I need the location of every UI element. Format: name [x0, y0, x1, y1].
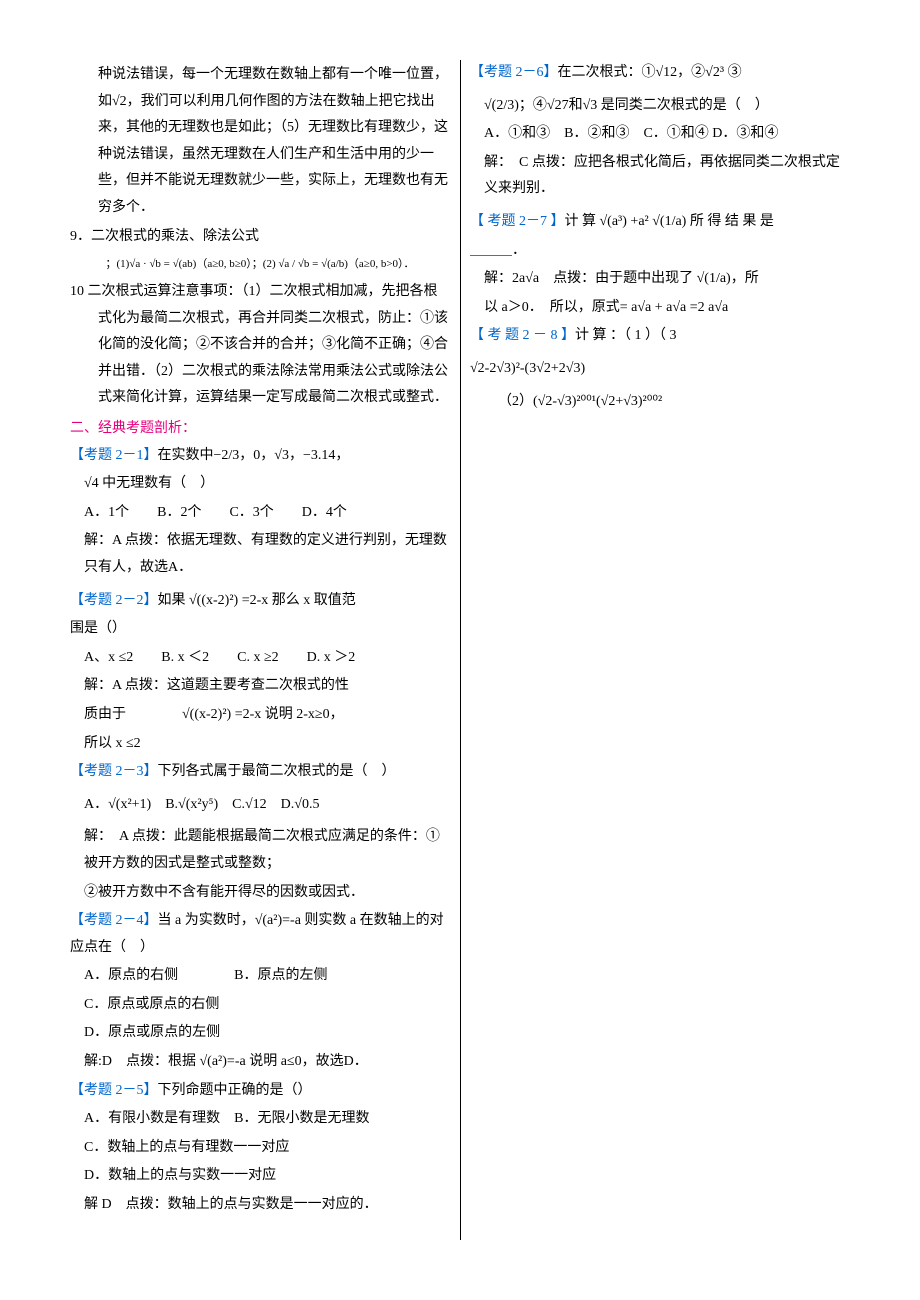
q4-opt-c: C．原点或原点的右侧	[70, 992, 450, 1019]
q2-text-a: 如果 √((x-2)²) =2-x 那么 x 取值范	[158, 593, 356, 608]
q4-answer: 解:D 点拨：根据 √(a²)=-a 说明 a≤0，故选D．	[70, 1049, 450, 1076]
q3-answer: 解： A 点拨：此题能根据最简二次根式应满足的条件：①被开方数的因式是整式或整数…	[70, 824, 450, 877]
q1-text-a: 在实数中−2/3，0，√3，−3.14，	[158, 448, 350, 463]
q8-tag: 【 考 题 2 － 8 】	[470, 328, 575, 343]
q5-stem: 【考题 2－5】下列命题中正确的是（）	[70, 1078, 450, 1105]
q7-text-a: 计 算 √(a³) +a² √(1/a) 所 得 结 果 是	[565, 214, 774, 229]
q5-answer: 解 D 点拨：数轴上的点与实数是一一对应的．	[70, 1192, 450, 1219]
q5-opt-d: D．数轴上的点与实数一一对应	[70, 1163, 450, 1190]
q8-stem-line1: 【 考 题 2 － 8 】计 算 ：（ 1 ）（ 3	[470, 323, 850, 350]
q6-stem-line1: 【考题 2－6】在二次根式：①√12，②√2³ ③	[470, 60, 850, 87]
q4-opt-a: A．原点的右侧	[84, 968, 178, 983]
q2-answer-3: 所以 x ≤2	[70, 731, 450, 758]
para-8-continued: 种说法错误，每一个无理数在数轴上都有一个唯一位置，如√2，我们可以利用几何作图的…	[70, 62, 450, 222]
para-9-heading: 9．二次根式的乘法、除法公式	[70, 224, 450, 251]
q6-options: A．①和③ B．②和③ C．①和④ D．③和④	[470, 121, 850, 148]
q4-tag: 【考题 2－4】	[70, 913, 158, 928]
para-10: 10 二次根式运算注意事项：（1）二次根式相加减，先把各根式化为最简二次根式，再…	[70, 279, 450, 412]
section-2-heading: 二、经典考题剖析：	[70, 414, 450, 441]
q6-text-a: 在二次根式：①√12，②√2³ ③	[558, 65, 742, 80]
q8-stem-line2: √2-2√3)²-(3√2+2√3)	[470, 356, 850, 383]
q6-answer: 解： C 点拨：应把各根式化简后，再依据同类二次根式定义来判别．	[470, 150, 850, 203]
q7-tag: 【 考题 2－7 】	[470, 214, 565, 229]
q4-options-ab: A．原点的右侧 B．原点的左侧	[70, 963, 450, 990]
q1-stem-line1: 【考题 2－1】在实数中−2/3，0，√3，−3.14，	[70, 443, 450, 470]
q8-part2: （2）(√2-√3)²⁰⁰¹(√2+√3)²⁰⁰²	[470, 389, 850, 416]
q5-opt-c: C．数轴上的点与有理数一一对应	[70, 1135, 450, 1162]
q8-text-a: 计 算 ：（ 1 ）（ 3	[575, 328, 677, 343]
q7-blank: ＿＿＿．	[470, 238, 850, 265]
q1-tag: 【考题 2－1】	[70, 448, 158, 463]
q5-options-ab: A．有限小数是有理数 B．无限小数是无理数	[70, 1106, 450, 1133]
q4-opt-d-wrap: D．原点或原点的左侧	[70, 1020, 450, 1047]
q4-opt-b: B．原点的左侧	[234, 968, 327, 983]
page-content: 种说法错误，每一个无理数在数轴上都有一个唯一位置，如√2，我们可以利用几何作图的…	[70, 60, 850, 1240]
formula-9: ；(1)√a · √b = √(ab)（a≥0, b≥0）；(2) √a / √…	[70, 254, 450, 275]
q3-answer-cont: ②被开方数中不含有能开得尽的因数或因式．	[70, 880, 450, 907]
q2-options: A、x ≤2 B. x ＜2 C. x ≥2 D. x ＞2	[70, 645, 450, 672]
q4-opt-d: D．原点或原点的左侧	[84, 1025, 220, 1040]
q7-stem: 【 考题 2－7 】计 算 √(a³) +a² √(1/a) 所 得 结 果 是	[470, 209, 850, 236]
q3-tag: 【考题 2－3】	[70, 764, 158, 779]
q5-opt-a: A．有限小数是有理数	[84, 1111, 220, 1126]
q6-tag: 【考题 2－6】	[470, 65, 558, 80]
q2-tag: 【考题 2－2】	[70, 593, 158, 608]
q2-stem-line2: 围是（）	[70, 616, 450, 643]
q5-opt-b: B．无限小数是无理数	[234, 1111, 369, 1126]
q6-stem-line2: √(2/3)；④√27和√3 是同类二次根式的是（ ）	[470, 93, 850, 120]
q3-options: A．√(x²+1) B.√(x²y⁵) C.√12 D.√0.5	[70, 792, 450, 819]
q5-text-a: 下列命题中正确的是（）	[158, 1083, 312, 1098]
q3-text-a: 下列各式属于最简二次根式的是（ ）	[158, 764, 396, 779]
q3-stem: 【考题 2－3】下列各式属于最简二次根式的是（ ）	[70, 759, 450, 786]
q1-answer: 解：A 点拨：依据无理数、有理数的定义进行判别，无理数只有人，故选A．	[70, 528, 450, 581]
q1-stem-line2: √4 中无理数有（ ）	[70, 471, 450, 498]
q1-options: A．1个 B．2个 C．3个 D．4个	[70, 500, 450, 527]
q5-tag: 【考题 2－5】	[70, 1083, 158, 1098]
q2-stem-line1: 【考题 2－2】如果 √((x-2)²) =2-x 那么 x 取值范	[70, 588, 450, 615]
q4-stem: 【考题 2－4】当 a 为实数时，√(a²)=-a 则实数 a 在数轴上的对应点…	[70, 908, 450, 961]
q2-answer-1: 解：A 点拨：这道题主要考查二次根式的性	[70, 673, 450, 700]
q2-answer-2: 质由于 √((x-2)²) =2-x 说明 2-x≥0，	[70, 702, 450, 729]
q7-answer-2: 以 a＞0． 所以，原式= a√a + a√a =2 a√a	[470, 295, 850, 322]
q7-answer-1: 解：2a√a 点拨：由于题中出现了 √(1/a)，所	[470, 266, 850, 293]
